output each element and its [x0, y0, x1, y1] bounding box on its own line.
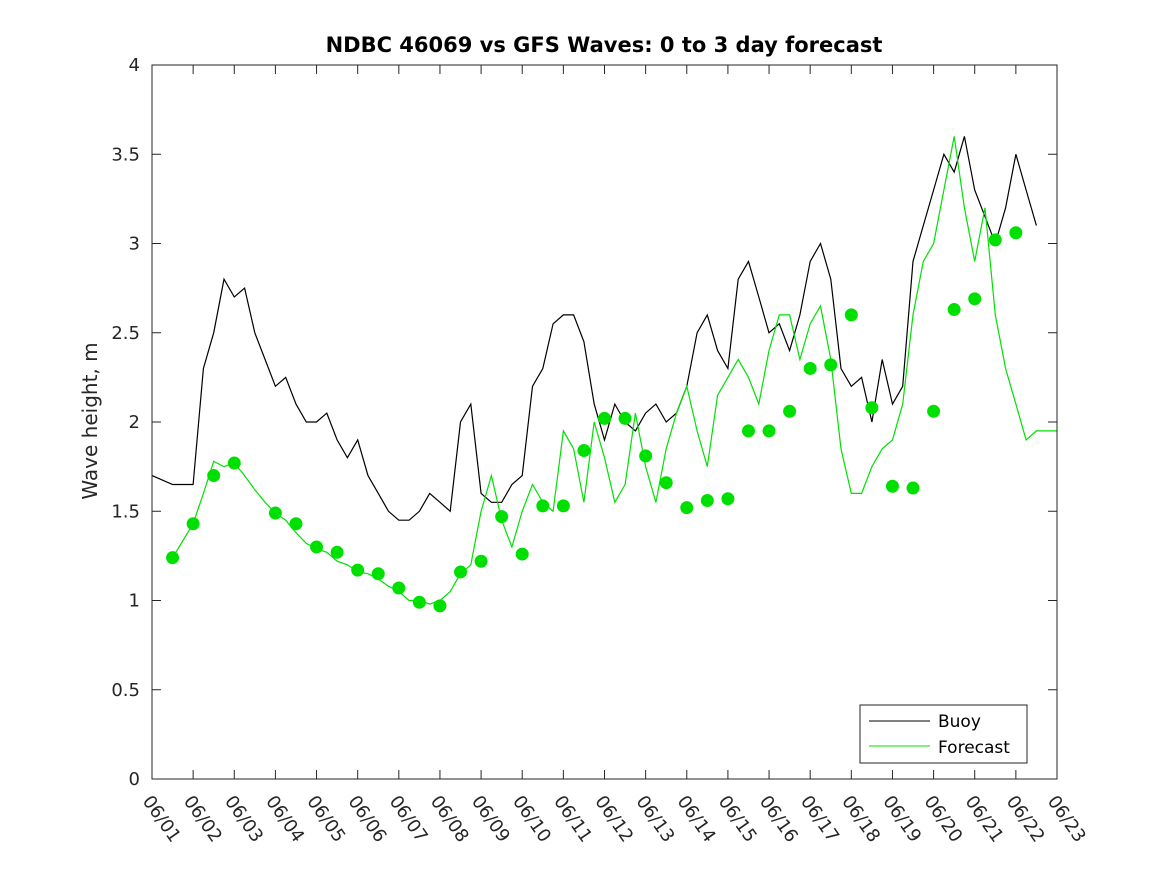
forecast-point	[454, 565, 468, 579]
forecast-point	[310, 540, 324, 554]
y-tick-label: 1	[129, 591, 140, 612]
x-tick-label: 06/20	[919, 792, 966, 847]
forecast-point	[783, 404, 797, 418]
series-line-forecast	[172, 136, 1057, 605]
x-tick-label: 06/16	[755, 792, 802, 847]
forecast-point	[577, 444, 591, 458]
forecast-point	[988, 233, 1002, 247]
forecast-point	[186, 517, 200, 531]
y-tick-label: 2.5	[111, 323, 140, 344]
forecast-point	[721, 492, 735, 506]
forecast-point	[351, 563, 365, 577]
x-tick-label: 06/14	[673, 792, 720, 847]
forecast-point	[474, 554, 488, 568]
y-tick-label: 3	[129, 234, 140, 255]
x-tick-label: 06/23	[1043, 792, 1090, 847]
forecast-point	[392, 581, 406, 595]
x-tick-label: 06/06	[344, 792, 391, 847]
legend-label-buoy: Buoy	[938, 712, 981, 732]
series-forecast-points	[166, 226, 1023, 613]
forecast-point	[371, 567, 385, 581]
forecast-point	[433, 599, 447, 613]
y-axis-label: Wave height, m	[78, 342, 102, 499]
y-tick-label: 0	[129, 769, 140, 790]
forecast-point	[927, 404, 941, 418]
forecast-point	[803, 361, 817, 375]
forecast-point	[556, 499, 570, 513]
x-tick-label: 06/12	[590, 792, 637, 847]
x-tick-label: 06/01	[138, 792, 185, 847]
forecast-point	[227, 456, 241, 470]
series-line-buoy	[151, 136, 1037, 521]
chart-title: NDBC 46069 vs GFS Waves: 0 to 3 day fore…	[326, 33, 883, 57]
forecast-point	[166, 551, 180, 565]
forecast-point	[639, 449, 653, 463]
series-layer	[151, 136, 1057, 613]
x-tick-label: 06/22	[1002, 792, 1049, 847]
y-tick-label: 1.5	[111, 501, 140, 522]
x-tick-label: 06/05	[302, 792, 349, 847]
forecast-point	[885, 479, 899, 493]
x-tick-label: 06/13	[632, 792, 679, 847]
forecast-point	[289, 517, 303, 531]
forecast-point	[824, 358, 838, 372]
x-tick-label: 06/02	[179, 792, 226, 847]
forecast-point	[762, 424, 776, 438]
forecast-point	[700, 494, 714, 508]
legend: Buoy Forecast	[859, 704, 1028, 764]
forecast-point	[536, 499, 550, 513]
forecast-point	[680, 501, 694, 515]
y-tick-label: 4	[129, 55, 140, 76]
x-tick-label: 06/10	[508, 792, 555, 847]
forecast-point	[906, 481, 920, 495]
x-tick-label: 06/17	[796, 792, 843, 847]
forecast-point	[618, 411, 632, 425]
x-tick-label: 06/03	[220, 792, 267, 847]
x-tick-label: 06/21	[961, 792, 1008, 847]
forecast-point	[268, 506, 282, 520]
forecast-point	[330, 545, 344, 559]
x-tick-label: 06/04	[261, 792, 308, 847]
forecast-point	[515, 547, 529, 561]
forecast-point	[1009, 226, 1023, 240]
forecast-point	[495, 510, 509, 524]
x-tick-label: 06/19	[878, 792, 925, 847]
forecast-point	[412, 595, 426, 609]
forecast-point	[659, 476, 673, 490]
forecast-point	[968, 292, 982, 306]
x-tick-label: 06/09	[467, 792, 514, 847]
forecast-point	[844, 308, 858, 322]
legend-label-forecast: Forecast	[938, 738, 1010, 758]
x-tick-label: 06/08	[426, 792, 473, 847]
x-tick-label: 06/11	[549, 792, 596, 847]
forecast-point	[598, 411, 611, 425]
forecast-point	[207, 469, 221, 483]
y-tick-label: 3.5	[111, 144, 140, 165]
x-tick-label: 06/15	[714, 792, 761, 847]
forecast-point	[865, 401, 879, 415]
forecast-point	[947, 303, 961, 317]
y-tick-label: 0.5	[111, 680, 140, 701]
x-tick-label: 06/07	[385, 792, 432, 847]
legend-box	[859, 704, 1028, 764]
y-tick-label: 2	[129, 412, 140, 433]
forecast-point	[741, 424, 755, 438]
x-tick-label: 06/18	[837, 792, 884, 847]
